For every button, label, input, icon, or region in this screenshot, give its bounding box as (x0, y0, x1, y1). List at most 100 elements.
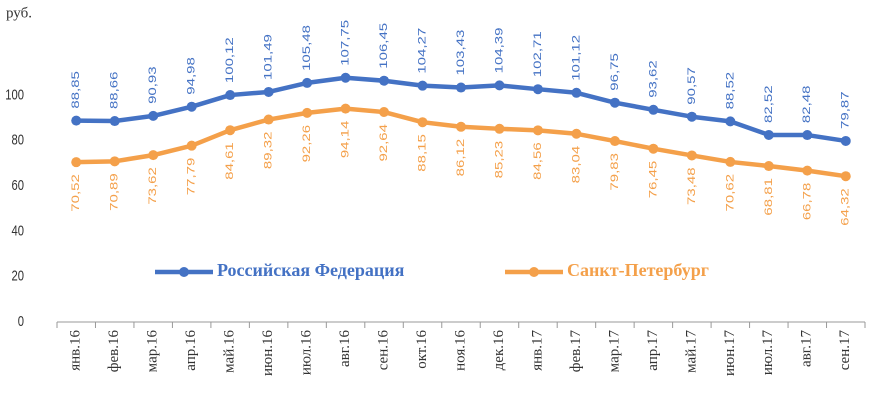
data-label: 107,75 (338, 20, 351, 66)
data-point (725, 116, 736, 127)
data-label: 101,49 (261, 34, 274, 80)
data-label: 79,87 (839, 91, 852, 129)
data-point (417, 80, 428, 91)
data-label: 105,48 (300, 25, 313, 71)
x-tick-label: май.17 (683, 330, 699, 373)
x-tick-label: июн.16 (260, 330, 276, 377)
data-label: 86,12 (454, 139, 467, 177)
data-label: 90,93 (146, 66, 159, 104)
x-tick-label: авг.16 (337, 330, 353, 367)
data-point (109, 156, 120, 167)
y-tick-label: 40 (11, 222, 24, 239)
data-label: 88,15 (415, 134, 428, 172)
data-point (840, 171, 851, 182)
x-tick-label: июл.16 (299, 330, 315, 376)
data-point (456, 121, 466, 132)
legend-label: Санкт-Петербург (567, 260, 709, 280)
y-tick-label: 80 (11, 131, 24, 148)
x-tick-label: май.16 (222, 330, 238, 373)
data-label: 76,45 (646, 161, 659, 199)
legend-marker (179, 267, 189, 277)
data-label: 90,57 (685, 67, 698, 105)
data-point (148, 110, 159, 121)
data-point (302, 77, 313, 88)
data-label: 92,26 (300, 125, 313, 163)
data-label: 103,43 (454, 30, 467, 76)
data-label: 106,45 (377, 23, 390, 69)
y-tick-label: 0 (18, 312, 24, 329)
y-tick-label: 60 (11, 176, 24, 193)
data-label: 100,12 (223, 37, 236, 83)
data-label: 66,78 (800, 183, 813, 221)
data-label: 79,83 (608, 153, 621, 191)
x-tick-label: окт.16 (414, 330, 430, 369)
data-point (571, 128, 582, 139)
data-point (148, 150, 159, 161)
data-label: 82,48 (800, 86, 813, 124)
data-label: 89,32 (261, 132, 274, 170)
x-tick-label: сен.17 (837, 330, 853, 371)
data-label: 104,27 (415, 28, 428, 74)
data-point (186, 101, 197, 112)
x-tick-label: сен.16 (375, 330, 391, 371)
data-point (302, 107, 313, 118)
data-point (648, 104, 659, 115)
data-label: 70,52 (69, 174, 82, 212)
data-label: 88,52 (723, 72, 736, 110)
data-label: 101,12 (569, 35, 582, 81)
data-label: 68,81 (762, 178, 775, 216)
y-unit-label: руб. (6, 5, 32, 21)
x-tick-label: авг.17 (799, 330, 815, 367)
y-tick-label: 100 (5, 86, 24, 103)
data-label: 70,89 (108, 173, 121, 211)
data-point (686, 150, 697, 161)
data-label: 88,66 (108, 72, 121, 110)
data-point (609, 136, 620, 147)
data-point (417, 117, 428, 128)
data-label: 84,61 (223, 142, 236, 180)
x-tick-label: фев.16 (106, 330, 122, 373)
data-label: 73,48 (685, 167, 698, 205)
data-point (379, 75, 390, 86)
data-label: 70,62 (723, 174, 736, 212)
x-tick-label: янв.17 (529, 330, 545, 371)
x-tick-label: апр.17 (645, 330, 661, 371)
x-tick-label: июл.17 (760, 330, 776, 376)
data-point (340, 103, 351, 114)
data-point (263, 86, 274, 97)
data-label: 102,71 (531, 31, 544, 77)
data-point (763, 161, 774, 172)
data-point (571, 87, 582, 98)
data-point (609, 97, 620, 108)
x-tick-label: янв.16 (68, 330, 84, 371)
data-point (379, 107, 390, 118)
data-label: 94,14 (338, 121, 351, 159)
data-label: 77,79 (184, 158, 197, 196)
x-tick-label: апр.16 (183, 330, 199, 371)
x-tick-label: ноя.16 (452, 330, 468, 371)
data-label: 64,32 (839, 188, 852, 226)
data-label: 92,64 (377, 124, 390, 162)
data-label: 83,04 (569, 146, 582, 184)
x-tick-label: фев.17 (568, 330, 584, 373)
data-label: 85,23 (492, 141, 505, 179)
x-tick-label: мар.17 (606, 330, 622, 373)
data-point (763, 129, 774, 140)
data-point (225, 90, 236, 101)
data-point (340, 72, 351, 83)
data-point (494, 123, 505, 134)
data-point (532, 84, 543, 95)
data-point (456, 82, 466, 93)
data-point (532, 125, 543, 136)
data-point (725, 156, 736, 167)
data-point (802, 165, 813, 176)
data-label: 73,62 (146, 167, 159, 205)
x-tick-label: мар.16 (145, 330, 161, 373)
x-tick-label: июн.17 (722, 330, 738, 377)
legend-label: Российская Федерация (217, 260, 405, 280)
data-label: 84,56 (531, 142, 544, 180)
data-point (840, 135, 851, 146)
data-label: 82,52 (762, 85, 775, 123)
data-point (494, 80, 505, 91)
